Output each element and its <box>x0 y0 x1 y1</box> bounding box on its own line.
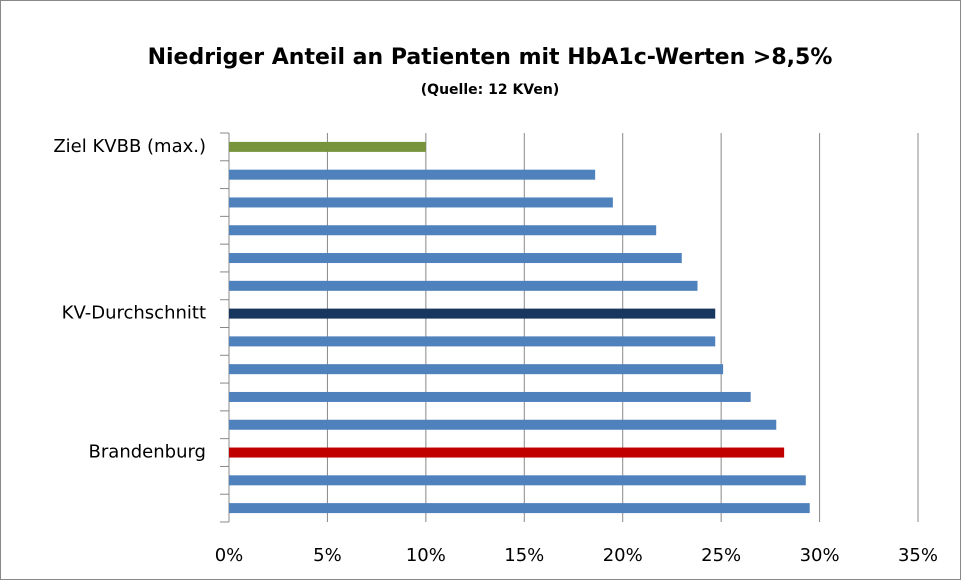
bar <box>229 308 716 319</box>
y-tick-label: Ziel KVBB (max.) <box>53 136 206 157</box>
bar <box>229 475 806 486</box>
bar <box>229 280 698 291</box>
x-tick-label: 15% <box>504 545 544 566</box>
bar <box>229 225 657 236</box>
bar <box>229 447 785 458</box>
bar <box>229 169 596 180</box>
bar <box>229 364 724 375</box>
chart-title: Niedriger Anteil an Patienten mit HbA1c-… <box>148 45 833 70</box>
x-tick-label: 0% <box>215 545 244 566</box>
bar <box>229 253 682 264</box>
x-tick-label: 35% <box>898 545 938 566</box>
x-tick-label: 20% <box>603 545 643 566</box>
x-tick-label: 10% <box>406 545 446 566</box>
bar <box>229 197 613 208</box>
bar <box>229 141 426 152</box>
x-tick-label: 5% <box>313 545 342 566</box>
y-tick-label: KV-Durchschnitt <box>62 303 206 324</box>
bar <box>229 419 777 430</box>
x-tick-label: 30% <box>800 545 840 566</box>
bar <box>229 336 716 347</box>
bar <box>229 391 751 402</box>
chart-subtitle: (Quelle: 12 KVen) <box>421 82 559 98</box>
x-tick-label: 25% <box>701 545 741 566</box>
y-tick-label: Brandenburg <box>89 442 206 463</box>
bar <box>229 503 810 514</box>
